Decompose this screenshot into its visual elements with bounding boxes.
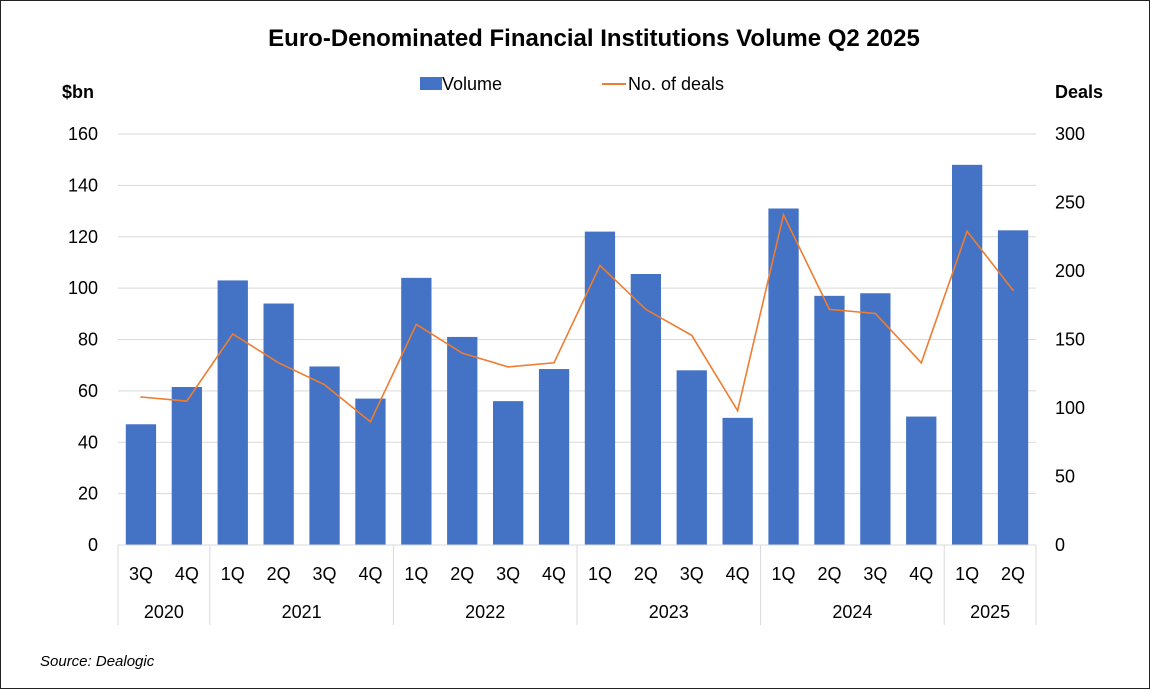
volume-bar bbox=[125, 424, 157, 545]
volume-bar bbox=[355, 398, 386, 545]
deals-point bbox=[553, 361, 555, 364]
left-tick-label: 80 bbox=[78, 330, 98, 350]
deals-point bbox=[277, 361, 280, 364]
year-label: 2021 bbox=[282, 602, 322, 622]
left-tick-label: 0 bbox=[88, 535, 98, 555]
quarter-tick-label: 2Q bbox=[267, 564, 291, 584]
volume-bar bbox=[493, 401, 524, 545]
volume-bar bbox=[997, 230, 1029, 545]
year-label: 2024 bbox=[832, 602, 872, 622]
quarter-tick-label: 4Q bbox=[726, 564, 750, 584]
legend-volume-swatch bbox=[420, 77, 442, 90]
volume-bar bbox=[309, 366, 340, 545]
volume-bar bbox=[906, 416, 937, 545]
quarter-tick-label: 3Q bbox=[680, 564, 704, 584]
deals-point bbox=[323, 383, 326, 386]
deals-point bbox=[461, 352, 464, 355]
deals-polyline bbox=[140, 212, 1014, 423]
left-tick-label: 100 bbox=[68, 278, 98, 298]
right-axis-ticks: 0 50 100 150 200 250 300 bbox=[1055, 124, 1085, 555]
quarter-tick-label: 1Q bbox=[955, 564, 979, 584]
quarter-tick-label: 1Q bbox=[772, 564, 796, 584]
right-tick-label: 150 bbox=[1055, 330, 1085, 350]
volume-bar bbox=[217, 280, 248, 545]
deals-point bbox=[140, 396, 142, 398]
volume-bar bbox=[768, 208, 799, 545]
chart-title: Euro-Denominated Financial Institutions … bbox=[268, 25, 920, 52]
deals-line bbox=[140, 212, 1014, 423]
left-axis-ticks: 0 20 40 60 80 100 120 140 160 bbox=[68, 124, 98, 555]
deals-point bbox=[507, 366, 509, 368]
left-tick-label: 40 bbox=[78, 432, 98, 452]
quarter-tick-label: 4Q bbox=[542, 564, 566, 584]
quarter-tick-label: 1Q bbox=[404, 564, 428, 584]
deals-point bbox=[782, 214, 785, 216]
right-axis-unit: Deals bbox=[1055, 82, 1103, 102]
volume-bar bbox=[171, 387, 202, 545]
volume-bar bbox=[676, 370, 707, 545]
quarter-tick-label: 4Q bbox=[909, 564, 933, 584]
quarter-tick-label: 4Q bbox=[358, 564, 382, 584]
quarter-tick-label: 2Q bbox=[634, 564, 658, 584]
right-tick-label: 0 bbox=[1055, 535, 1065, 555]
volume-bar bbox=[538, 369, 570, 545]
deals-point bbox=[231, 333, 234, 335]
year-label: 2020 bbox=[144, 602, 184, 622]
deals-point bbox=[645, 308, 647, 311]
left-tick-label: 140 bbox=[68, 175, 98, 195]
quarter-tick-label: 3Q bbox=[496, 564, 520, 584]
deals-point bbox=[874, 312, 877, 315]
quarter-tick-label: 1Q bbox=[588, 564, 612, 584]
right-tick-label: 300 bbox=[1055, 124, 1085, 144]
year-label: 2022 bbox=[465, 602, 505, 622]
volume-bars bbox=[125, 164, 1029, 546]
volume-bar bbox=[722, 417, 753, 545]
volume-bar bbox=[814, 295, 845, 545]
left-axis-unit: $bn bbox=[62, 82, 94, 102]
quarter-tick-label: 2Q bbox=[1001, 564, 1025, 584]
deals-point bbox=[690, 334, 693, 337]
deals-point bbox=[369, 420, 372, 423]
deals-point bbox=[186, 400, 188, 402]
volume-bar bbox=[447, 336, 478, 545]
source-note: Source: Dealogic bbox=[40, 653, 155, 670]
right-tick-label: 100 bbox=[1055, 398, 1085, 418]
left-tick-label: 60 bbox=[78, 381, 98, 401]
left-tick-label: 20 bbox=[78, 484, 98, 504]
quarter-tick-label: 2Q bbox=[817, 564, 841, 584]
volume-bar bbox=[952, 164, 983, 545]
volume-bar bbox=[401, 277, 432, 545]
legend-volume-label: Volume bbox=[442, 74, 502, 94]
volume-bar bbox=[860, 293, 891, 545]
deals-point bbox=[1012, 289, 1014, 291]
right-tick-label: 200 bbox=[1055, 261, 1085, 281]
legend: Volume No. of deals bbox=[420, 74, 724, 94]
legend-deals-label: No. of deals bbox=[628, 74, 724, 94]
quarter-tick-label: 4Q bbox=[175, 564, 199, 584]
left-tick-label: 160 bbox=[68, 124, 98, 144]
year-label: 2023 bbox=[649, 602, 689, 622]
x-axis: 3Q 4Q 1Q 2Q 3Q 4Q 1Q 2Q 3Q 4Q 1Q 2Q 3Q 4Q 1Q 2Q 3Q 4Q 1Q 2Q… bbox=[117, 544, 1037, 625]
right-tick-label: 50 bbox=[1055, 467, 1075, 487]
deals-point bbox=[415, 323, 418, 326]
year-label: 2025 bbox=[970, 602, 1010, 622]
volume-bar bbox=[263, 303, 294, 545]
quarter-tick-label: 2Q bbox=[450, 564, 474, 584]
deals-point bbox=[599, 264, 601, 267]
right-tick-label: 250 bbox=[1055, 193, 1085, 213]
quarter-tick-label: 3Q bbox=[863, 564, 887, 584]
quarter-tick-label: 1Q bbox=[221, 564, 245, 584]
deals-point bbox=[736, 409, 739, 412]
left-tick-label: 120 bbox=[68, 227, 98, 247]
volume-bar bbox=[584, 231, 616, 546]
quarter-tick-label: 3Q bbox=[313, 564, 337, 584]
volume-bar bbox=[630, 273, 661, 545]
deals-point bbox=[920, 361, 923, 364]
deals-point bbox=[966, 230, 968, 233]
quarter-tick-label: 3Q bbox=[129, 564, 153, 584]
deals-point bbox=[828, 308, 831, 311]
